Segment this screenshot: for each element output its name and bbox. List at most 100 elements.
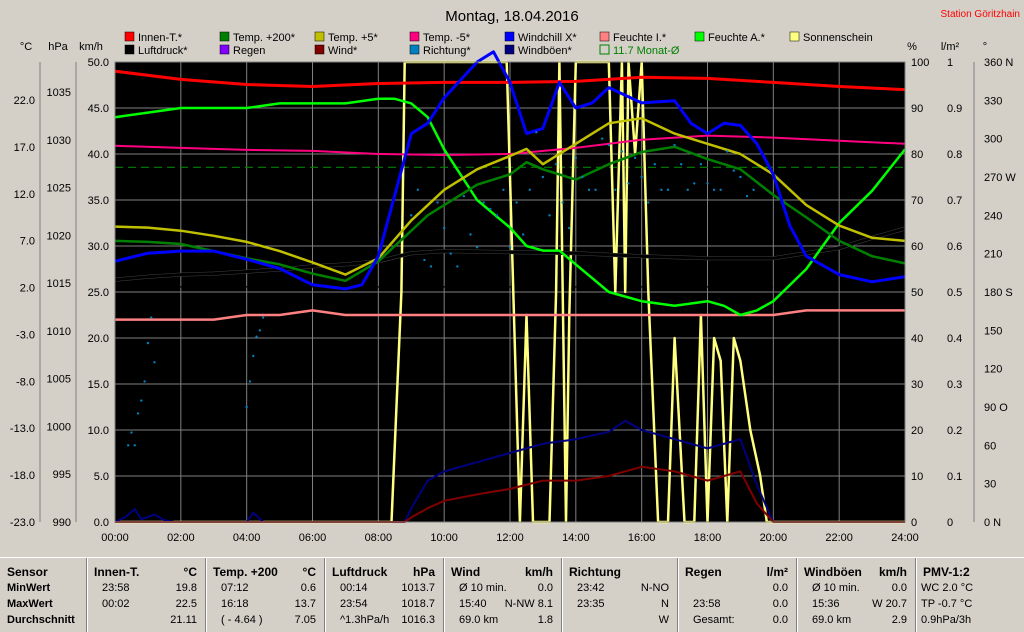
series-temp-200: [114, 145, 906, 283]
tick-direction: 330: [984, 95, 1002, 107]
point-richtung: [143, 380, 146, 383]
point-richtung: [686, 188, 689, 191]
tick-temp: 17.0: [14, 142, 35, 154]
series-feuchte-i: [115, 309, 905, 321]
point-richtung: [535, 131, 538, 134]
stats-value-wind: N-NW 8.1: [504, 598, 553, 610]
stats-value-temp-200: 0.6: [300, 582, 316, 594]
point-richtung: [261, 316, 265, 319]
point-richtung: [126, 444, 130, 447]
point-richtung: [627, 182, 630, 185]
point-richtung: [482, 201, 485, 204]
tick-rain: 0: [947, 517, 953, 529]
axis-unit-pressure_hpa: hPa: [48, 41, 68, 53]
tick-temp: 22.0: [14, 95, 35, 107]
series-windchill-x: [114, 50, 906, 291]
stats-sub-luftdruck: ^1.3hPa/h: [340, 614, 390, 626]
axis-unit-wind_kmh: km/h: [79, 41, 103, 53]
tick-temp: -13.0: [10, 423, 35, 435]
point-richtung: [469, 233, 472, 236]
point-richtung: [699, 163, 703, 166]
tick-temp: 2.0: [20, 283, 35, 295]
point-richtung: [136, 412, 140, 415]
point-richtung: [548, 214, 551, 217]
tick-humidity: 40: [911, 333, 923, 345]
stats-header-regen: Regen: [685, 565, 722, 579]
point-richtung: [554, 163, 558, 166]
stats-header-richtung: Richtung: [569, 565, 621, 579]
legend-swatch-temp-5: [314, 31, 325, 42]
point-richtung: [153, 361, 156, 364]
stats-col-regen: Regen l/m² 0.0 23:58 0.0 Gesamt: 0.0: [677, 558, 796, 632]
stats-unit-innen-t: °C: [183, 565, 197, 579]
x-tick-label: 04:00: [233, 532, 261, 544]
plot-border: [114, 61, 906, 523]
stats-row-label: MaxWert: [7, 598, 53, 610]
axis-unit-direction_deg: °: [983, 41, 987, 53]
x-tick-label: 02:00: [167, 532, 195, 544]
stats-unit-temp-200: °C: [302, 565, 316, 579]
stats-value-regen: 0.0: [772, 614, 788, 626]
tick-rain: 1: [947, 57, 953, 69]
stats-value-windb-en: 0.0: [891, 582, 907, 594]
stats-col-pmv-1-2: PMV-1:2 WC 2.0 °C TP -0.7 °C 0.9hPa/3h: [915, 558, 1024, 632]
point-richtung: [528, 188, 531, 191]
stats-sub-pmv-1-2: WC 2.0 °C: [921, 582, 974, 594]
legend-label-luftdruck: Luftdruck*: [138, 45, 188, 57]
tick-direction: 90 O: [984, 402, 1008, 414]
point-richtung: [133, 444, 136, 447]
tick-humidity: 50: [911, 287, 923, 299]
point-richtung: [732, 169, 736, 172]
axis-unit-humidity_pct: %: [907, 41, 917, 53]
stats-sub-richtung: 23:42: [577, 582, 605, 594]
point-richtung: [739, 175, 742, 179]
point-richtung: [568, 226, 571, 230]
point-richtung: [607, 143, 610, 147]
point-richtung: [666, 188, 670, 191]
stats-sub-pmv-1-2: 0.9hPa/3h: [921, 614, 972, 626]
tick-humidity: 30: [911, 379, 923, 391]
point-richtung: [614, 188, 617, 191]
tick-humidity: 10: [911, 471, 923, 483]
point-richtung: [416, 188, 420, 191]
point-richtung: [462, 194, 466, 198]
stats-sub-temp-200: 07:12: [221, 582, 249, 594]
stats-unit-luftdruck: hPa: [412, 565, 435, 579]
series-temp-5: [114, 116, 906, 276]
tick-rain: 0.4: [947, 333, 962, 345]
point-richtung: [521, 233, 525, 236]
chart-title: Montag, 18.04.2016: [445, 8, 578, 25]
stats-col-windb-en: Windböen km/h Ø 10 min. 0.0 15:36 W 20.7 69.0 …: [796, 558, 915, 632]
stats-row-label: Durchschnitt: [7, 614, 75, 626]
stats-sub-windb-en: Ø 10 min.: [812, 582, 860, 594]
point-richtung: [245, 405, 248, 409]
series-feuchte-a: [114, 97, 906, 317]
stats-sub-wind: 69.0 km: [459, 614, 499, 626]
tick-wind: 50.0: [88, 57, 109, 69]
stats-sub-windb-en: 15:36: [812, 598, 840, 610]
legend-label-innen-t: Innen-T.*: [138, 32, 183, 44]
tick-rain: 0.9: [947, 103, 962, 115]
point-richtung: [515, 201, 518, 204]
legend-swatch-regen: [219, 44, 230, 55]
legend-swatch-windb-en: [504, 44, 515, 55]
axis-unit-rain_lm2: l/m²: [941, 41, 960, 53]
tick-humidity: 70: [911, 195, 923, 207]
axis-units: °C hPa km/h% l/m² °: [20, 41, 987, 53]
tick-rain: 0.8: [947, 149, 962, 161]
point-richtung: [693, 182, 696, 185]
point-richtung: [581, 175, 584, 179]
legend-swatch-windchill-x: [504, 31, 515, 42]
tick-rain: 0.6: [947, 241, 962, 253]
statistics-panel: Sensor MinWert MaxWert Durchschnitt Innen-T.…: [0, 557, 1024, 632]
tick-temp: 7.0: [20, 236, 35, 248]
tick-direction: 60: [984, 440, 996, 452]
legend-swatch-feuchte-i: [599, 31, 610, 42]
stats-value-regen: 0.0: [772, 598, 788, 610]
stats-value-luftdruck: 1013.7: [401, 582, 435, 594]
stats-row-label: MinWert: [7, 582, 51, 594]
stats-value-wind: 0.0: [537, 582, 553, 594]
stats-sub-regen: Gesamt:: [693, 614, 735, 626]
point-richtung: [745, 194, 749, 198]
point-richtung: [673, 143, 676, 147]
